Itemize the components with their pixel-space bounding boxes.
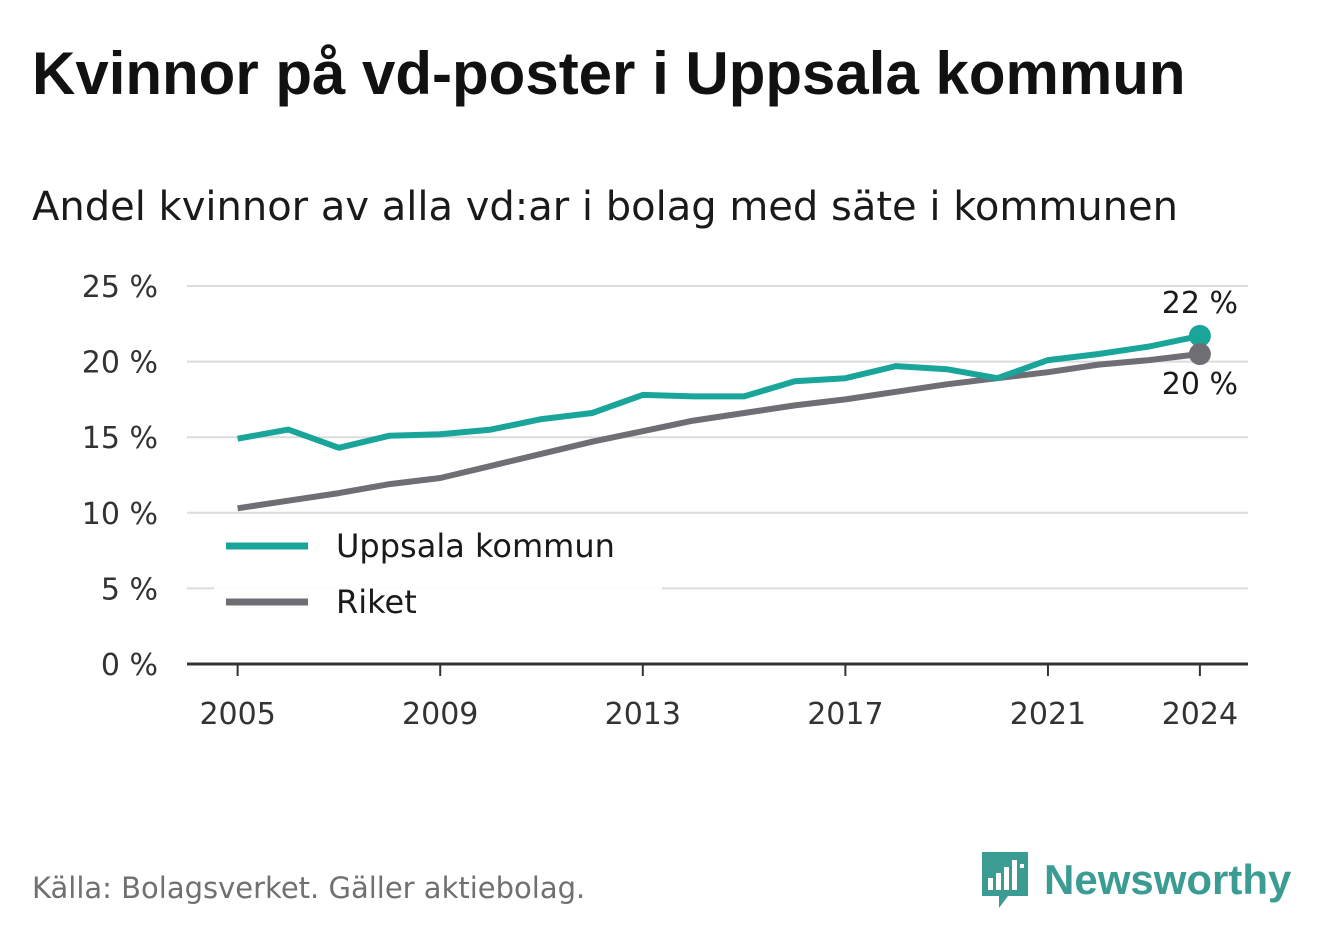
- y-tick-label-10: 10 %: [82, 497, 158, 532]
- chart-subtitle: Andel kvinnor av alla vd:ar i bolag med …: [32, 184, 1178, 230]
- x-axis-ticks: [236, 664, 1201, 676]
- end-markers: 22 % 20 %: [1162, 286, 1238, 402]
- end-marker-1: [1188, 343, 1211, 366]
- line-chart: 0 % 5 % 10 % 15 % 20 % 25 % Uppsala kommun Rik…: [82, 270, 1248, 732]
- chart-title: Kvinnor på vd-poster i Uppsala kommun: [32, 40, 1186, 107]
- y-axis-tick-labels: 0 % 5 % 10 % 15 % 20 % 25 %: [82, 270, 158, 683]
- y-tick-label-0: 0 %: [101, 648, 158, 683]
- legend-label-1: Riket: [336, 583, 417, 621]
- x-tick-label-2017: 2017: [807, 697, 883, 732]
- series-lines: [237, 332, 1201, 512]
- newsworthy-logo-icon: [982, 852, 1028, 908]
- x-tick-label-2024: 2024: [1162, 697, 1238, 732]
- y-tick-label-15: 15 %: [82, 421, 158, 456]
- legend-background: [214, 515, 662, 637]
- y-tick-label-20: 20 %: [82, 346, 158, 381]
- y-tick-label-5: 5 %: [101, 572, 158, 607]
- brand-name: Newsworthy: [1044, 856, 1292, 903]
- series-line-riket: [237, 351, 1201, 512]
- legend: Uppsala kommun Riket: [214, 515, 662, 637]
- x-tick-label-2005: 2005: [199, 697, 275, 732]
- x-tick-label-2009: 2009: [402, 697, 478, 732]
- end-label-0: 22 %: [1162, 286, 1238, 321]
- brand-logo[interactable]: Newsworthy: [980, 849, 1291, 911]
- x-tick-label-2021: 2021: [1010, 697, 1086, 732]
- x-axis-tick-labels: 2005 2009 2013 2017 2021 2024: [199, 697, 1238, 732]
- end-marker-0: [1188, 324, 1211, 347]
- source-note: Källa: Bolagsverket. Gäller aktiebolag.: [32, 871, 586, 905]
- end-label-1: 20 %: [1162, 367, 1238, 402]
- series-line-uppsala-kommun: [237, 332, 1201, 451]
- x-tick-label-2013: 2013: [605, 697, 681, 732]
- legend-label-0: Uppsala kommun: [336, 527, 615, 565]
- y-tick-label-25: 25 %: [82, 270, 158, 305]
- gridlines: [187, 285, 1248, 590]
